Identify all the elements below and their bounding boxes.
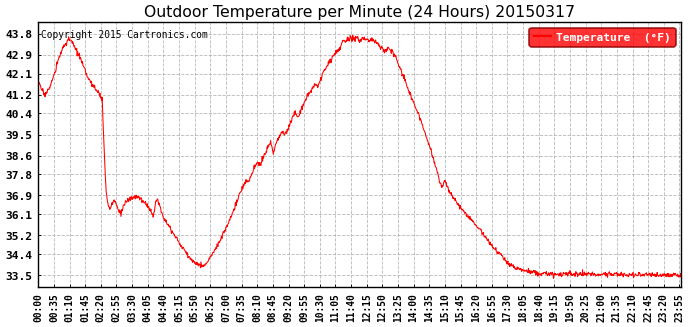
Title: Outdoor Temperature per Minute (24 Hours) 20150317: Outdoor Temperature per Minute (24 Hours…	[144, 5, 575, 20]
Legend: Temperature  (°F): Temperature (°F)	[529, 28, 676, 47]
Text: Copyright 2015 Cartronics.com: Copyright 2015 Cartronics.com	[41, 30, 208, 40]
